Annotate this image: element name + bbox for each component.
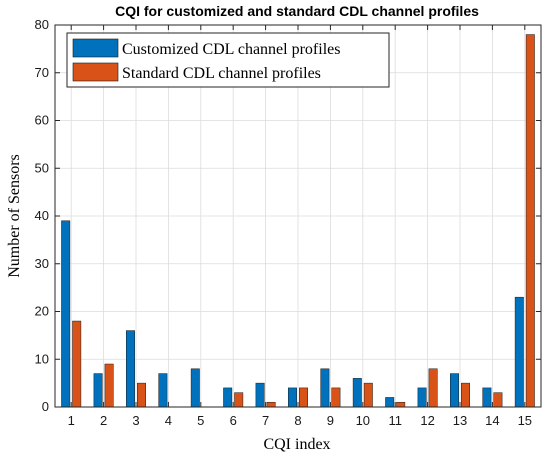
bar-standard bbox=[234, 392, 244, 408]
y-tick-label: 20 bbox=[35, 304, 49, 319]
bar-customized bbox=[126, 330, 135, 408]
y-tick-label: 80 bbox=[35, 17, 49, 32]
bar-standard bbox=[525, 34, 535, 408]
y-tick-label: 70 bbox=[35, 65, 49, 80]
bar-standard bbox=[266, 401, 276, 408]
bar-customized bbox=[223, 387, 233, 408]
x-axis-label: CQI index bbox=[263, 436, 330, 453]
bar-customized bbox=[61, 220, 71, 408]
bar-customized bbox=[385, 397, 395, 408]
bar-standard bbox=[104, 363, 114, 408]
bars bbox=[61, 34, 535, 408]
bar-standard bbox=[461, 382, 470, 408]
bar-standard bbox=[299, 387, 308, 408]
bar-standard bbox=[363, 382, 373, 408]
x-tick-label: 13 bbox=[453, 413, 467, 428]
x-tick-label: 11 bbox=[388, 413, 402, 428]
bar-customized bbox=[93, 373, 103, 408]
x-tick-label: 4 bbox=[165, 413, 172, 428]
bar-customized bbox=[288, 387, 297, 408]
bar-customized bbox=[190, 368, 200, 408]
bar-standard bbox=[137, 382, 146, 408]
y-tick-label: 30 bbox=[35, 256, 49, 271]
chart-title: CQI for customized and standard CDL chan… bbox=[115, 3, 479, 19]
x-tick-label: 2 bbox=[100, 413, 107, 428]
bar-standard bbox=[428, 368, 438, 408]
x-tick-label: 8 bbox=[294, 413, 301, 428]
bar-customized bbox=[158, 373, 168, 408]
bar-customized bbox=[450, 373, 459, 408]
x-tick-label: 15 bbox=[518, 413, 532, 428]
legend-swatch-standard bbox=[72, 62, 119, 82]
y-tick-label: 50 bbox=[35, 160, 49, 175]
bar-customized bbox=[417, 387, 427, 408]
legend-label-standard: Standard CDL channel profiles bbox=[122, 65, 321, 82]
legend: Customized CDL channel profiles Standard… bbox=[66, 32, 390, 88]
y-tick-label: 40 bbox=[35, 208, 49, 223]
y-tick-label: 0 bbox=[42, 399, 49, 414]
x-tick-label: 5 bbox=[197, 413, 204, 428]
bar-customized bbox=[482, 387, 492, 408]
x-tick-label: 14 bbox=[485, 413, 499, 428]
bar-customized bbox=[320, 368, 330, 408]
bar-customized bbox=[255, 382, 265, 408]
y-tick-label: 10 bbox=[35, 351, 49, 366]
y-axis-label: Number of Sensors bbox=[6, 154, 23, 278]
legend-box bbox=[66, 32, 390, 88]
x-tick-label: 6 bbox=[230, 413, 237, 428]
bar-standard bbox=[396, 401, 406, 408]
y-tick-label: 60 bbox=[35, 113, 49, 128]
bar-customized bbox=[514, 296, 524, 408]
grid bbox=[55, 25, 541, 407]
x-tick-label: 12 bbox=[420, 413, 434, 428]
legend-label-customized: Customized CDL channel profiles bbox=[122, 41, 340, 58]
x-tick-label: 10 bbox=[356, 413, 370, 428]
bar-standard bbox=[72, 320, 82, 408]
bar-customized bbox=[352, 378, 362, 408]
legend-swatch-customized bbox=[72, 38, 119, 58]
bar-standard bbox=[331, 387, 341, 408]
x-tick-label: 3 bbox=[132, 413, 139, 428]
x-tick-label: 1 bbox=[68, 413, 75, 428]
x-tick-label: 9 bbox=[327, 413, 334, 428]
x-tick-label: 7 bbox=[262, 413, 269, 428]
bar-standard bbox=[493, 392, 503, 408]
